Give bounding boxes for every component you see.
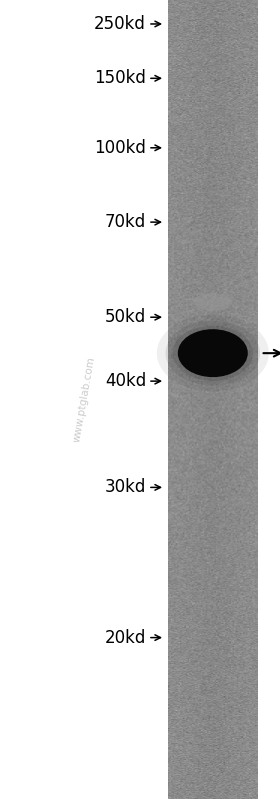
Bar xyxy=(237,0,238,799)
Bar xyxy=(249,0,250,799)
Bar xyxy=(228,0,229,799)
Bar xyxy=(235,0,237,799)
Bar xyxy=(225,0,226,799)
Text: 100kd: 100kd xyxy=(94,139,146,157)
Bar xyxy=(213,0,214,799)
Bar xyxy=(172,0,174,799)
Text: www.ptglab.com: www.ptglab.com xyxy=(71,356,97,443)
Bar xyxy=(207,0,208,799)
Bar xyxy=(244,0,246,799)
Bar xyxy=(198,0,199,799)
Bar xyxy=(181,0,183,799)
Bar xyxy=(204,0,205,799)
Text: 250kd: 250kd xyxy=(94,15,146,33)
Bar xyxy=(223,0,225,799)
Ellipse shape xyxy=(165,320,260,386)
Bar xyxy=(187,0,189,799)
Text: 70kd: 70kd xyxy=(105,213,146,231)
Bar xyxy=(171,0,172,799)
Bar xyxy=(253,0,255,799)
Text: 150kd: 150kd xyxy=(94,70,146,87)
Bar xyxy=(243,0,244,799)
Bar xyxy=(219,0,220,799)
Bar xyxy=(247,0,249,799)
Bar xyxy=(217,0,219,799)
Bar xyxy=(238,0,240,799)
Bar xyxy=(201,0,202,799)
Bar xyxy=(210,0,211,799)
Text: 20kd: 20kd xyxy=(105,629,146,646)
Bar xyxy=(174,0,176,799)
Bar xyxy=(199,0,201,799)
Text: 30kd: 30kd xyxy=(105,479,146,496)
Bar xyxy=(250,0,252,799)
Bar xyxy=(255,0,256,799)
Bar xyxy=(196,0,198,799)
Bar xyxy=(192,0,193,799)
Text: 40kd: 40kd xyxy=(105,372,146,390)
Bar xyxy=(240,0,241,799)
Bar xyxy=(232,0,234,799)
Bar xyxy=(231,0,232,799)
Bar xyxy=(186,0,187,799)
Bar xyxy=(202,0,204,799)
Bar xyxy=(226,0,228,799)
Bar xyxy=(214,0,216,799)
Bar xyxy=(234,0,235,799)
Bar xyxy=(205,0,207,799)
Bar xyxy=(195,0,196,799)
Ellipse shape xyxy=(172,326,253,381)
Bar xyxy=(193,0,195,799)
Bar xyxy=(256,0,258,799)
Bar xyxy=(168,0,169,799)
Bar xyxy=(222,0,223,799)
Bar xyxy=(216,0,217,799)
Bar xyxy=(176,0,177,799)
Ellipse shape xyxy=(178,329,248,377)
Bar xyxy=(208,0,210,799)
Bar xyxy=(246,0,247,799)
Bar xyxy=(190,0,192,799)
Bar xyxy=(178,0,180,799)
Bar xyxy=(189,0,190,799)
Bar xyxy=(211,0,213,799)
Bar xyxy=(252,0,253,799)
Bar xyxy=(220,0,222,799)
Bar xyxy=(185,0,186,799)
Bar xyxy=(169,0,171,799)
Ellipse shape xyxy=(157,315,269,392)
Bar xyxy=(183,0,185,799)
Bar xyxy=(241,0,243,799)
Bar xyxy=(229,0,231,799)
Text: 50kd: 50kd xyxy=(105,308,146,326)
Bar xyxy=(177,0,178,799)
Ellipse shape xyxy=(193,293,232,311)
Bar xyxy=(180,0,181,799)
